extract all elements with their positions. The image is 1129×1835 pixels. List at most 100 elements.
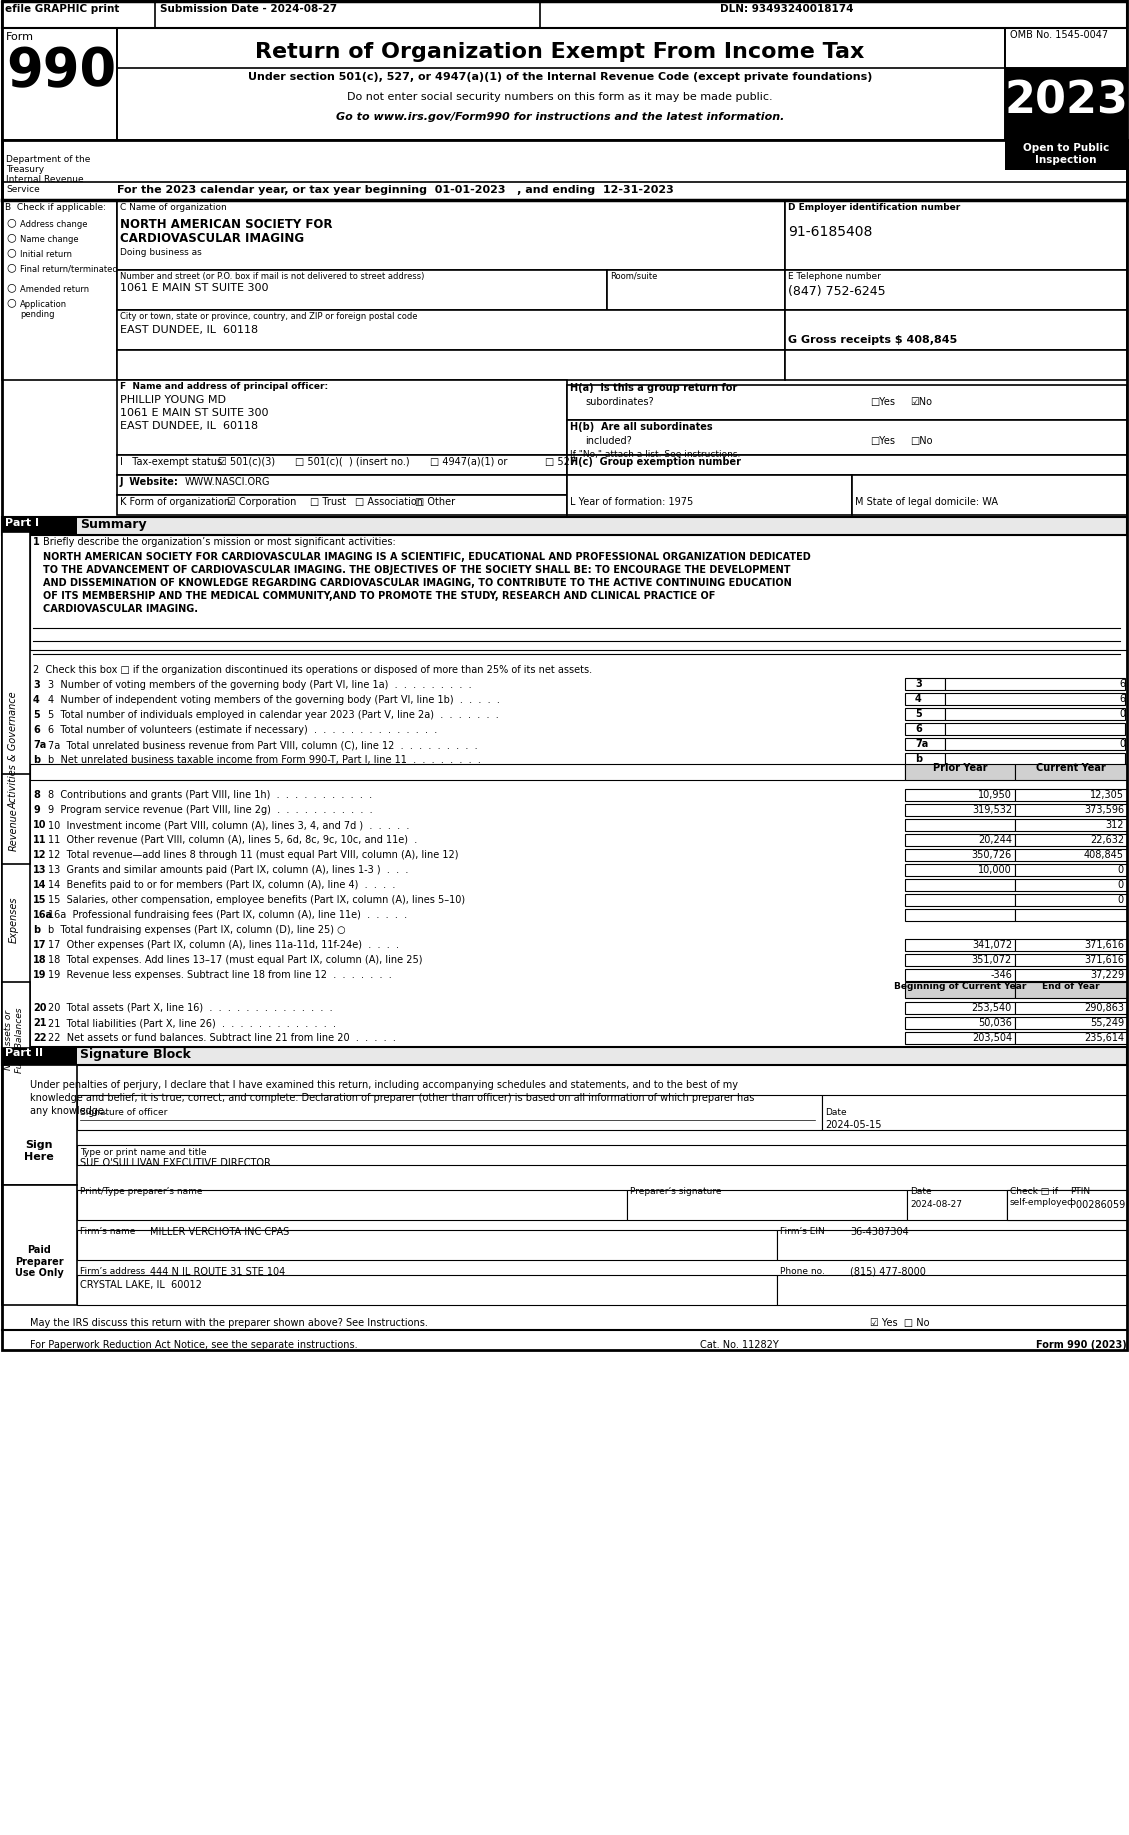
Text: EAST DUNDEE, IL  60118: EAST DUNDEE, IL 60118 (120, 325, 259, 336)
Text: If "No," attach a list. See instructions.: If "No," attach a list. See instructions… (570, 450, 741, 459)
Text: ☑ Yes  □ No: ☑ Yes □ No (870, 1318, 929, 1329)
Text: 444 N IL ROUTE 31 STE 104: 444 N IL ROUTE 31 STE 104 (150, 1266, 286, 1277)
Bar (2, 200, 117, 380)
Text: Part I: Part I (5, 517, 40, 528)
Text: P00286059: P00286059 (1070, 1200, 1126, 1209)
Text: pending: pending (20, 310, 54, 319)
Text: Net Assets or
Fund Balances: Net Assets or Fund Balances (5, 1007, 24, 1073)
Text: 36-4387304: 36-4387304 (850, 1228, 909, 1237)
Bar (117, 350, 785, 380)
Bar (77, 1145, 1127, 1165)
Bar (1015, 804, 1127, 817)
Bar (77, 1095, 822, 1130)
Text: 235,614: 235,614 (1084, 1033, 1124, 1042)
Bar (2, 182, 1127, 200)
Text: NORTH AMERICAN SOCIETY FOR CARDIOVASCULAR IMAGING IS A SCIENTIFIC, EDUCATIONAL A: NORTH AMERICAN SOCIETY FOR CARDIOVASCULA… (43, 552, 811, 562)
Bar (2, 774, 30, 864)
Bar (905, 723, 945, 736)
Text: □ 527: □ 527 (545, 457, 576, 466)
Text: □No: □No (910, 437, 933, 446)
Text: Summary: Summary (80, 517, 147, 530)
Text: 5  Total number of individuals employed in calendar year 2023 (Part V, line 2a) : 5 Total number of individuals employed i… (49, 710, 499, 719)
Text: For Paperwork Reduction Act Notice, see the separate instructions.: For Paperwork Reduction Act Notice, see … (30, 1340, 358, 1351)
Bar (567, 420, 1127, 455)
Text: EAST DUNDEE, IL  60118: EAST DUNDEE, IL 60118 (120, 420, 259, 431)
Text: Check □ if: Check □ if (1010, 1187, 1058, 1196)
Text: included?: included? (585, 437, 632, 446)
Bar (2, 1048, 77, 1064)
Bar (1015, 894, 1127, 906)
Text: 0: 0 (1118, 895, 1124, 905)
Text: Final return/terminated: Final return/terminated (20, 264, 117, 273)
Text: NORTH AMERICAN SOCIETY FOR: NORTH AMERICAN SOCIETY FOR (120, 218, 333, 231)
Bar (117, 310, 785, 350)
Text: B  Check if applicable:: B Check if applicable: (5, 204, 106, 213)
Text: Cat. No. 11282Y: Cat. No. 11282Y (700, 1340, 779, 1351)
Text: 6: 6 (1119, 694, 1124, 705)
Text: 990: 990 (6, 46, 116, 97)
Text: Application: Application (20, 299, 67, 308)
Text: AND DISSEMINATION OF KNOWLEDGE REGARDING CARDIOVASCULAR IMAGING, TO CONTRIBUTE T: AND DISSEMINATION OF KNOWLEDGE REGARDING… (43, 578, 791, 587)
Text: Number and street (or P.O. box if mail is not delivered to street address): Number and street (or P.O. box if mail i… (120, 272, 425, 281)
Text: -346: -346 (990, 971, 1012, 980)
Text: (847) 752-6245: (847) 752-6245 (788, 284, 885, 297)
Text: E Telephone number: E Telephone number (788, 272, 881, 281)
Text: 290,863: 290,863 (1084, 1004, 1124, 1013)
Bar (905, 954, 1015, 965)
Bar (2, 1048, 1127, 1064)
Text: May the IRS discuss this return with the preparer shown above? See Instructions.: May the IRS discuss this return with the… (30, 1318, 428, 1329)
Text: 21  Total liabilities (Part X, line 26)  .  .  .  .  .  .  .  .  .  .  .  .  .: 21 Total liabilities (Part X, line 26) .… (49, 1018, 336, 1028)
Text: Paid
Preparer
Use Only: Paid Preparer Use Only (15, 1244, 63, 1279)
Text: ○: ○ (6, 297, 16, 306)
Text: knowledge and belief, it is true, correct, and complete. Declaration of preparer: knowledge and belief, it is true, correc… (30, 1094, 754, 1103)
Text: 341,072: 341,072 (972, 940, 1012, 951)
Bar (905, 818, 1015, 831)
Bar (1005, 68, 1127, 139)
Bar (822, 1095, 1127, 1130)
Text: 19  Revenue less expenses. Subtract line 18 from line 12  .  .  .  .  .  .  .: 19 Revenue less expenses. Subtract line … (49, 971, 392, 980)
Text: J  Website:: J Website: (120, 477, 178, 486)
Text: M State of legal domicile: WA: M State of legal domicile: WA (855, 497, 998, 506)
Text: C Name of organization: C Name of organization (120, 204, 227, 213)
Text: Firm’s name: Firm’s name (80, 1228, 135, 1237)
Text: Activities & Governance: Activities & Governance (9, 692, 19, 809)
Text: 10,000: 10,000 (978, 864, 1012, 875)
Bar (2, 2, 152, 28)
Bar (1015, 818, 1127, 831)
Text: ☑ Corporation: ☑ Corporation (227, 497, 297, 506)
Text: 11  Other revenue (Part VIII, column (A), lines 5, 6d, 8c, 9c, 10c, and 11e)  .: 11 Other revenue (Part VIII, column (A),… (49, 835, 418, 844)
Text: WWW.NASCI.ORG: WWW.NASCI.ORG (185, 477, 271, 486)
Text: Address change: Address change (20, 220, 88, 229)
Text: F  Name and address of principal officer:: F Name and address of principal officer: (120, 382, 329, 391)
Text: Inspection: Inspection (1035, 154, 1096, 165)
Bar (1015, 954, 1127, 965)
Text: G Gross receipts $ 408,845: G Gross receipts $ 408,845 (788, 336, 957, 345)
Text: Firm’s EIN: Firm’s EIN (780, 1228, 825, 1237)
Bar (905, 1017, 1015, 1029)
Text: Type or print name and title: Type or print name and title (80, 1149, 207, 1158)
Text: 16a  Professional fundraising fees (Part IX, column (A), line 11e)  .  .  .  .  : 16a Professional fundraising fees (Part … (49, 910, 408, 919)
Text: b: b (33, 754, 41, 765)
Bar (77, 1275, 777, 1305)
Text: ☑No: ☑No (910, 396, 933, 407)
Text: End of Year: End of Year (1042, 982, 1100, 991)
Bar (1015, 1031, 1127, 1044)
Text: 20,244: 20,244 (978, 835, 1012, 844)
Text: any knowledge.: any knowledge. (30, 1107, 107, 1116)
Bar (1015, 1002, 1127, 1015)
Bar (117, 28, 1005, 139)
Text: City or town, state or province, country, and ZIP or foreign postal code: City or town, state or province, country… (120, 312, 418, 321)
Text: 373,596: 373,596 (1084, 806, 1124, 815)
Text: Current Year: Current Year (1036, 763, 1106, 773)
Text: 8: 8 (33, 791, 40, 800)
Text: 21: 21 (33, 1018, 46, 1028)
Text: 2  Check this box □ if the organization discontinued its operations or disposed : 2 Check this box □ if the organization d… (33, 664, 592, 675)
Text: Date: Date (910, 1187, 931, 1196)
Text: Part II: Part II (5, 1048, 43, 1059)
Text: H(b)  Are all subordinates: H(b) Are all subordinates (570, 422, 712, 431)
Bar (785, 350, 1127, 380)
Text: 371,616: 371,616 (1084, 940, 1124, 951)
Text: 7a: 7a (914, 740, 928, 749)
Bar (1015, 864, 1127, 875)
Bar (1005, 139, 1127, 171)
